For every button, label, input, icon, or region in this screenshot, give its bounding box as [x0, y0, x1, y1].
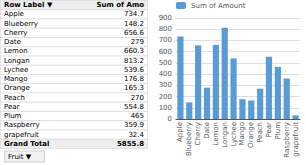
svg-text:grapefruit: grapefruit	[292, 122, 300, 157]
svg-text:359.9: 359.9	[124, 121, 144, 129]
svg-text:Longan: Longan	[4, 57, 30, 65]
svg-text:400: 400	[159, 70, 172, 78]
svg-text:Orange: Orange	[4, 84, 30, 92]
svg-text:grapefruit: grapefruit	[4, 131, 39, 139]
svg-text:Peach: Peach	[256, 122, 264, 143]
svg-text:Plum: Plum	[4, 112, 22, 120]
svg-text:Sum of Amount: Sum of Amount	[191, 2, 246, 10]
svg-text:176.8: 176.8	[124, 75, 144, 83]
svg-text:Blueberry: Blueberry	[185, 122, 193, 156]
svg-text:Pear: Pear	[265, 122, 273, 138]
svg-text:Date: Date	[203, 122, 211, 139]
svg-text:Lychee: Lychee	[4, 66, 28, 74]
svg-text:Mango: Mango	[238, 122, 246, 146]
svg-text:0: 0	[168, 115, 172, 123]
svg-text:700: 700	[159, 36, 172, 44]
svg-text:165.3: 165.3	[124, 84, 144, 92]
svg-text:Grand Total: Grand Total	[4, 140, 49, 148]
svg-text:148.2: 148.2	[124, 20, 144, 28]
svg-text:539.6: 539.6	[124, 66, 145, 74]
svg-text:Apple: Apple	[176, 122, 184, 142]
svg-text:Date: Date	[4, 38, 21, 46]
svg-text:734.7: 734.7	[124, 10, 144, 18]
svg-text:Raspberry: Raspberry	[4, 121, 40, 129]
svg-text:Raspberry: Raspberry	[283, 122, 291, 158]
svg-text:Peach: Peach	[4, 94, 25, 102]
svg-text:465: 465	[131, 112, 144, 120]
svg-text:Apple: Apple	[4, 10, 24, 18]
svg-text:554.8: 554.8	[124, 103, 144, 111]
svg-text:270: 270	[131, 94, 144, 102]
svg-text:Plum: Plum	[274, 122, 282, 140]
svg-text:Fruit ▼: Fruit ▼	[8, 153, 32, 161]
svg-text:500: 500	[159, 59, 172, 67]
svg-text:Cherry: Cherry	[4, 29, 27, 37]
svg-text:Mango: Mango	[4, 75, 28, 83]
svg-text:800: 800	[159, 25, 172, 33]
svg-text:660.3: 660.3	[124, 47, 144, 55]
svg-text:Longan: Longan	[221, 122, 229, 148]
svg-text:200: 200	[159, 93, 172, 101]
svg-text:600: 600	[159, 48, 172, 56]
svg-text:900: 900	[159, 14, 172, 22]
svg-text:32.4: 32.4	[128, 131, 144, 139]
svg-text:Orange: Orange	[247, 122, 255, 148]
svg-text:Sum of Amo: Sum of Amo	[96, 1, 144, 9]
svg-text:Cherry: Cherry	[194, 122, 202, 145]
svg-text:5855.8: 5855.8	[117, 140, 144, 148]
svg-text:Lemon: Lemon	[212, 122, 220, 146]
svg-text:813.2: 813.2	[124, 57, 144, 65]
svg-text:Lychee: Lychee	[230, 122, 238, 146]
svg-text:279: 279	[131, 38, 144, 46]
svg-text:300: 300	[159, 81, 172, 89]
svg-text:Lemon: Lemon	[4, 47, 28, 55]
svg-text:Pear: Pear	[4, 103, 20, 111]
svg-text:656.6: 656.6	[124, 29, 145, 37]
svg-text:Row Label ▼: Row Label ▼	[4, 1, 53, 9]
svg-text:100: 100	[159, 104, 172, 112]
svg-text:Blueberry: Blueberry	[4, 20, 38, 28]
